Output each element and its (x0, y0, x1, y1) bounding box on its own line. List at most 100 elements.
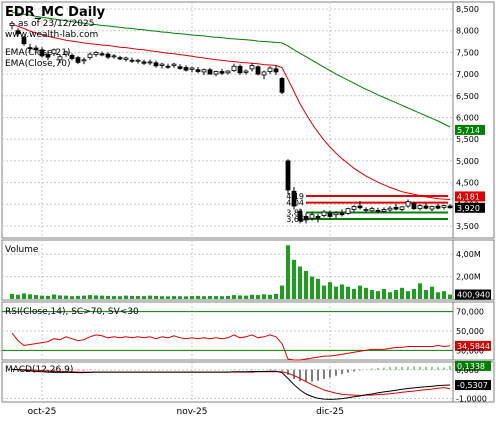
volume-bar (358, 285, 362, 299)
price-last-badge-label: 4,181 (457, 192, 480, 201)
macd-last-badge-label: -0,5307 (457, 381, 488, 390)
candle-up (345, 208, 351, 214)
candle-up (267, 67, 273, 72)
price-pane-frame (1, 1, 495, 239)
candle-up (171, 63, 177, 66)
candle-up (201, 69, 207, 73)
volume-bar (100, 295, 104, 299)
price-last-badge-label: 5,714 (457, 126, 480, 135)
candle-up (261, 71, 267, 76)
volume-bar (94, 295, 98, 299)
volume-bar (244, 295, 248, 299)
volume-bar (64, 295, 68, 299)
candle-up (333, 212, 339, 216)
volume-bar (238, 295, 242, 299)
volume-bar (142, 296, 146, 299)
candle-down (129, 59, 135, 62)
volume-bar (388, 292, 392, 299)
volume-bar (436, 292, 440, 299)
candle-down (327, 212, 333, 217)
volume-bar (412, 288, 416, 299)
candle-down (117, 57, 123, 60)
candle-down (165, 65, 171, 68)
volume-bar (280, 285, 284, 299)
volume-bar (268, 294, 272, 299)
volume-y-tick-label: 2,00M (456, 273, 481, 282)
rsi-y-tick-label: 70,000 (456, 308, 484, 317)
volume-bar (226, 295, 230, 299)
candle-down (39, 49, 45, 57)
level-label: 4,19 (286, 192, 304, 201)
volume-bar (448, 294, 452, 299)
candle-down (21, 36, 27, 45)
macd-pane-label: MACD(12,26,9) (5, 365, 73, 375)
price-y-tick-label: 5,500 (456, 135, 479, 144)
candle-up (9, 22, 15, 26)
price-y-tick-label: 4,000 (456, 200, 479, 209)
volume-bar (106, 295, 110, 299)
candle-up (405, 201, 411, 207)
candle-up (441, 205, 447, 208)
volume-last-badge (455, 289, 491, 300)
candle-up (147, 61, 153, 64)
candle-down (435, 205, 441, 209)
candle-up (57, 56, 63, 61)
candle-up (51, 49, 57, 54)
candle-down (45, 54, 51, 58)
rsi-last-badge (455, 340, 491, 351)
volume-bar (52, 294, 56, 299)
candle-up (369, 208, 375, 212)
rsi-last-badge-label: 34,5844 (457, 342, 490, 351)
series-layer (9, 12, 491, 400)
candle-up (399, 206, 405, 210)
candle-down (423, 205, 429, 209)
volume-bar (424, 290, 428, 299)
level-label: 4,04 (286, 199, 304, 208)
volume-bar (154, 295, 158, 299)
volume-bar (148, 295, 152, 299)
volume-bar (178, 296, 182, 299)
candle-down (411, 203, 417, 210)
price-y-tick-label: 7,000 (456, 70, 479, 79)
candle-down (27, 47, 33, 50)
volume-bar (310, 276, 314, 299)
price-last-badge (455, 202, 485, 213)
macd-last-badge-label: 0,1338 (457, 362, 485, 371)
candle-down (357, 205, 363, 209)
volume-bar (172, 296, 176, 299)
level-label: 3,66 (286, 215, 304, 224)
candle-down (195, 69, 201, 72)
label-layer: EDR_MC Daily as of 23/12/2025 www.wealth… (5, 5, 490, 417)
candle-up (189, 67, 195, 70)
volume-bar (334, 286, 338, 299)
volume-bar (316, 278, 320, 299)
volume-bar (220, 296, 224, 299)
candle-up (213, 71, 219, 75)
candle-up (381, 209, 387, 212)
candle-up (123, 57, 129, 60)
volume-bar (364, 287, 368, 299)
macd-y-tick-label: -1,0000 (456, 395, 487, 404)
candle-up (429, 206, 435, 210)
price-y-tick-label: 8,000 (456, 27, 479, 36)
volume-bar (286, 245, 290, 299)
volume-bar (340, 284, 344, 299)
volume-pane-frame (1, 239, 495, 301)
volume-bar (304, 271, 308, 299)
candle-up (309, 214, 315, 219)
candle-down (75, 57, 81, 63)
candle-down (15, 30, 21, 35)
macd-pane-frame (1, 361, 495, 403)
candle-up (93, 52, 99, 55)
candle-up (111, 55, 117, 58)
volume-bar (70, 296, 74, 299)
volume-bar (418, 283, 422, 299)
volume-bar (322, 285, 326, 299)
volume-pane-label: Volume (5, 245, 39, 255)
price-y-tick-label: 8,500 (456, 5, 479, 14)
price-y-tick-label: 3,500 (456, 222, 479, 231)
price-last-badge (455, 191, 485, 202)
candle-up (249, 65, 255, 70)
volume-bar (184, 296, 188, 299)
candle-down (177, 66, 183, 69)
